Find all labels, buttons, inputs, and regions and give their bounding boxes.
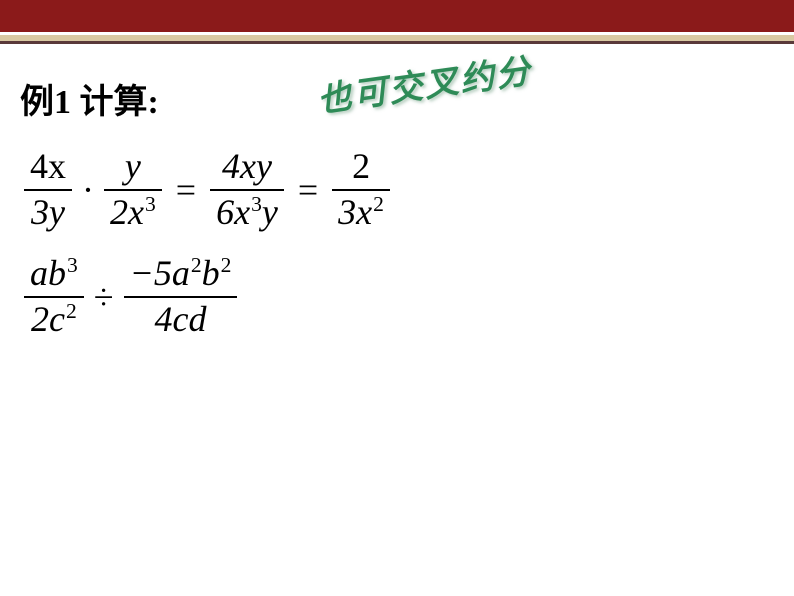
equals-sign: =	[298, 169, 318, 211]
equation-1: 4x 3y · y 2x3 = 4xy 6x3y = 2 3x2	[20, 145, 774, 234]
numerator: ab3	[24, 252, 84, 296]
fraction: y 2x3	[104, 145, 162, 234]
denominator: 3x2	[332, 191, 390, 235]
numerator: y	[119, 145, 147, 189]
numerator: 2	[346, 145, 376, 189]
denominator: 4cd	[149, 298, 213, 342]
operator-divide: ÷	[94, 276, 114, 318]
fraction: 4x 3y	[24, 145, 72, 234]
denominator: 2x3	[104, 191, 162, 235]
denominator: 2c2	[25, 298, 83, 342]
operator-dot: ·	[82, 169, 94, 211]
stripe-red	[0, 0, 794, 32]
fraction: 4xy 6x3y	[210, 145, 284, 234]
equation-2: ab3 2c2 ÷ −5a2b2 4cd	[20, 252, 774, 341]
fraction: −5a2b2 4cd	[124, 252, 238, 341]
denominator: 6x3y	[210, 191, 284, 235]
numerator: −5a2b2	[124, 252, 238, 296]
denominator: 3y	[25, 191, 71, 235]
header-border	[0, 0, 794, 44]
numerator: 4xy	[216, 145, 278, 189]
fraction: ab3 2c2	[24, 252, 84, 341]
fraction: 2 3x2	[332, 145, 390, 234]
numerator: 4x	[24, 145, 72, 189]
equals-sign: =	[176, 169, 196, 211]
content-area: 例1 计算: 也可交叉约分 4x 3y · y 2x3 = 4xy 6x3y =…	[0, 44, 794, 371]
